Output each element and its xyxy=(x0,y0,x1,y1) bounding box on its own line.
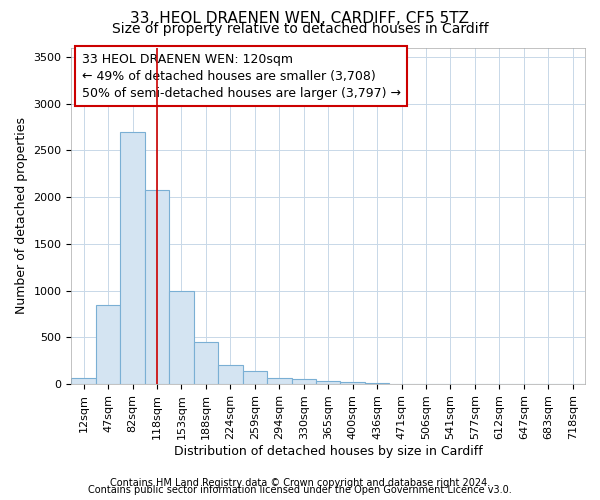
Bar xyxy=(194,342,218,384)
Text: Contains public sector information licensed under the Open Government Licence v3: Contains public sector information licen… xyxy=(88,485,512,495)
Bar xyxy=(267,378,292,384)
Text: 33, HEOL DRAENEN WEN, CARDIFF, CF5 5TZ: 33, HEOL DRAENEN WEN, CARDIFF, CF5 5TZ xyxy=(131,11,470,26)
Text: Contains HM Land Registry data © Crown copyright and database right 2024.: Contains HM Land Registry data © Crown c… xyxy=(110,478,490,488)
Bar xyxy=(340,382,365,384)
Bar xyxy=(218,366,242,384)
Bar xyxy=(316,382,340,384)
Bar xyxy=(96,304,121,384)
Y-axis label: Number of detached properties: Number of detached properties xyxy=(15,118,28,314)
Bar xyxy=(121,132,145,384)
Bar xyxy=(242,371,267,384)
Text: 33 HEOL DRAENEN WEN: 120sqm
← 49% of detached houses are smaller (3,708)
50% of : 33 HEOL DRAENEN WEN: 120sqm ← 49% of det… xyxy=(82,52,401,100)
Text: Size of property relative to detached houses in Cardiff: Size of property relative to detached ho… xyxy=(112,22,488,36)
Bar xyxy=(365,383,389,384)
Bar xyxy=(145,190,169,384)
Bar xyxy=(169,290,194,384)
X-axis label: Distribution of detached houses by size in Cardiff: Distribution of detached houses by size … xyxy=(174,444,482,458)
Bar xyxy=(292,380,316,384)
Bar xyxy=(71,378,96,384)
